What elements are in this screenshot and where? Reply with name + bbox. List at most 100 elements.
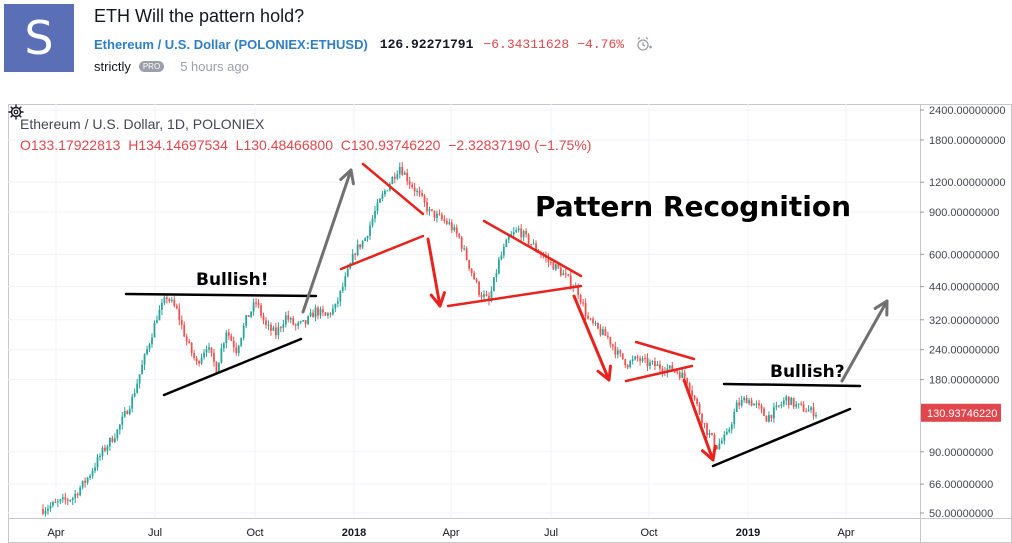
candle-body — [401, 167, 404, 175]
candle-body — [91, 470, 94, 476]
candle-body — [96, 457, 99, 468]
candle-body — [89, 475, 91, 478]
candle-body — [463, 248, 466, 250]
candle-body — [614, 346, 617, 355]
candle-body — [701, 413, 703, 424]
candle-body — [195, 357, 198, 362]
chart-canvas[interactable]: 2400.00000000 1800.00000000 1200.00000000 9… — [8, 104, 1012, 543]
candle-body — [805, 411, 807, 413]
candle-body — [515, 230, 518, 233]
candle-body — [247, 315, 250, 318]
candle-body — [483, 294, 485, 297]
idea-title[interactable]: ETH Will the pattern hold? — [94, 6, 305, 26]
breakout-arrow-right — [840, 299, 889, 383]
candle-body — [651, 361, 654, 363]
symbol-name-link[interactable]: Ethereum / U.S. Dollar — [94, 36, 231, 52]
candle-body — [329, 313, 332, 315]
candle-body — [118, 424, 121, 430]
candle-body — [376, 202, 379, 212]
candle-body — [274, 327, 277, 336]
candle-body — [339, 290, 342, 302]
candle-body — [448, 222, 451, 224]
candle-body — [604, 329, 607, 336]
candle-body — [366, 236, 369, 239]
candle-body — [205, 349, 208, 353]
candle-body — [554, 264, 557, 270]
author-name-link[interactable]: strictly — [94, 59, 131, 74]
candle-body — [344, 276, 347, 287]
resistance-line-left — [124, 292, 318, 298]
candle-body — [500, 255, 503, 260]
candle-body — [815, 415, 817, 417]
price-tick-label: 600.00000000 — [929, 249, 999, 261]
candle-body — [61, 497, 64, 500]
legend-change: −2.32837190 (−1.75%) — [448, 137, 592, 153]
time-tick-label: Oct — [246, 527, 263, 539]
avatar-letter: S — [24, 11, 54, 65]
candle-body — [715, 445, 718, 450]
author-line: strictly PRO 5 hours ago — [94, 59, 249, 74]
candle-body — [480, 295, 483, 297]
candle-body — [686, 378, 689, 384]
candle-body — [84, 480, 87, 483]
candle-body — [185, 336, 188, 342]
candles — [42, 161, 817, 517]
candle-body — [629, 360, 632, 368]
candle-body — [101, 447, 104, 457]
candle-body — [106, 446, 109, 451]
candle-body — [131, 396, 134, 409]
candle-body — [371, 218, 374, 226]
candle-body — [562, 273, 565, 276]
candle-body — [597, 322, 599, 329]
candle-body — [235, 347, 238, 354]
candle-body — [589, 318, 592, 320]
candle-body — [421, 193, 423, 196]
candle-body — [646, 358, 649, 367]
candle-body — [780, 404, 783, 406]
candle-body — [408, 181, 411, 185]
candle-body — [170, 299, 173, 301]
candle-body — [760, 405, 763, 409]
candle-body — [453, 227, 456, 231]
candle-body — [156, 320, 158, 323]
candle-body — [270, 324, 272, 331]
candle-body — [616, 350, 619, 355]
candle-body — [71, 498, 74, 501]
candle-body — [54, 502, 57, 504]
candle-body — [594, 322, 597, 324]
gear-icon[interactable] — [8, 104, 24, 120]
candle-body — [346, 268, 349, 277]
candle-body — [495, 273, 498, 278]
candle-body — [431, 209, 433, 211]
candle-body — [79, 487, 82, 496]
candle-body — [403, 172, 406, 175]
last-price-label: 130.93746220 — [927, 408, 997, 420]
price-tick-label: 240.00000000 — [929, 345, 999, 357]
candle-body — [418, 190, 421, 194]
candle-body — [800, 403, 803, 405]
candle-body — [141, 364, 144, 375]
support-line-right — [711, 407, 852, 468]
candle-body — [782, 400, 785, 405]
price-tick-label: 50.00000000 — [929, 508, 993, 520]
candle-body — [215, 361, 218, 374]
candle-body — [183, 324, 186, 337]
candle-body — [750, 400, 753, 406]
candle-body — [582, 302, 585, 304]
candle-body — [198, 361, 200, 364]
candle-body — [673, 371, 676, 373]
candle-body — [584, 303, 587, 316]
candle-body — [527, 234, 530, 245]
candle-body — [619, 350, 622, 354]
candle-body — [324, 312, 327, 316]
candle-body — [797, 403, 800, 405]
candle-body — [478, 281, 480, 296]
author-avatar[interactable]: S — [4, 4, 74, 72]
legend-close: C130.93746220 — [340, 137, 441, 153]
price-chart[interactable]: 2400.00000000 1800.00000000 1200.00000000 9… — [8, 104, 1012, 543]
symbol-ticker-link[interactable]: (POLONIEX:ETHUSD) — [234, 36, 368, 52]
alarm-clock-icon[interactable] — [636, 36, 653, 52]
candle-body — [753, 403, 755, 406]
candle-body — [668, 365, 671, 369]
candle-body — [180, 319, 183, 325]
